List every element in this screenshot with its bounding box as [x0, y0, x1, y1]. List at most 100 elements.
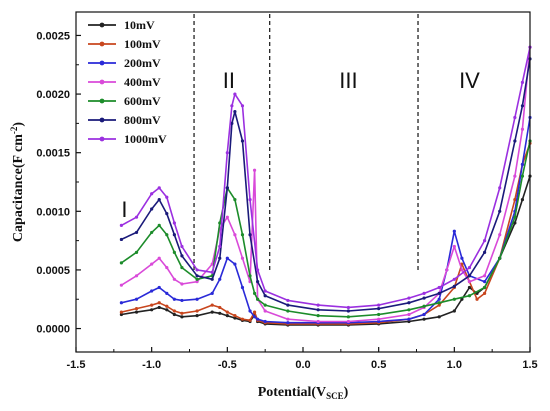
data-point [483, 285, 487, 290]
data-point [498, 233, 502, 237]
data-point [172, 297, 176, 301]
data-point [210, 291, 214, 295]
data-point [286, 321, 290, 325]
data-point [520, 127, 525, 131]
data-point [437, 297, 441, 301]
data-point [195, 268, 199, 272]
data-point [210, 277, 214, 281]
data-point [180, 315, 184, 319]
region-label: II [223, 68, 235, 93]
data-point [165, 304, 169, 308]
data-point [172, 221, 176, 225]
x-tick-label: -1.5 [67, 359, 86, 371]
data-point [230, 121, 234, 125]
legend-item: 800mV [88, 113, 161, 127]
legend-item: 1000mV [88, 132, 167, 146]
data-point [119, 310, 123, 314]
y-axis: 0.0000 0.0005 0.0010 0.0015 0.0020 0.0025 [36, 30, 81, 336]
data-point [422, 291, 426, 295]
legend-marker [99, 41, 105, 47]
data-point [225, 256, 229, 260]
data-point [467, 274, 472, 278]
data-point [233, 233, 237, 237]
data-point [407, 308, 411, 312]
series-200mV [119, 115, 532, 325]
data-point [150, 308, 154, 312]
series-line [121, 117, 531, 324]
data-point [377, 319, 381, 324]
data-point [252, 315, 257, 319]
data-point [513, 215, 517, 219]
data-point [483, 239, 487, 243]
data-point [483, 250, 487, 254]
legend-label: 400mV [124, 75, 161, 89]
region-label: III [339, 68, 357, 93]
data-point [195, 277, 199, 281]
y-tick-label: 0.0025 [36, 30, 70, 42]
data-point [248, 318, 252, 322]
data-point [483, 280, 487, 284]
data-point [157, 305, 161, 310]
data-point [218, 305, 222, 310]
x-tick-label: 1.5 [522, 359, 537, 371]
data-point [263, 294, 267, 298]
data-point [452, 309, 456, 313]
x-axis-title-main: Potential(V [258, 385, 326, 400]
x-axis-title-subscript: SCE [326, 391, 344, 401]
data-point [513, 221, 517, 225]
data-point [520, 80, 525, 84]
data-point [346, 309, 350, 313]
data-point [240, 104, 245, 108]
data-point [248, 197, 252, 202]
data-point [407, 319, 411, 324]
region-label: I [121, 197, 127, 222]
data-point [520, 162, 525, 167]
data-point [407, 317, 411, 321]
data-point [513, 115, 517, 120]
data-point [134, 250, 139, 254]
data-point [252, 291, 257, 295]
data-point [437, 285, 441, 290]
data-point [218, 244, 222, 249]
data-point [437, 301, 441, 305]
data-point [248, 274, 252, 278]
data-point [256, 317, 260, 321]
data-point [520, 104, 525, 108]
data-point [452, 244, 456, 249]
data-point [240, 317, 245, 321]
data-point [172, 277, 176, 281]
data-point [225, 310, 229, 314]
data-point [225, 215, 229, 219]
data-point [498, 256, 502, 260]
series-line [121, 175, 531, 326]
data-point [165, 265, 169, 270]
data-point [422, 317, 426, 321]
x-tick-label: 1.0 [447, 359, 462, 371]
data-point [520, 197, 525, 202]
data-point [150, 262, 154, 266]
data-point [467, 280, 472, 284]
data-point [172, 233, 176, 237]
data-point [150, 303, 154, 307]
series-10mV [119, 174, 532, 327]
y-tick-label: 0.0000 [36, 324, 70, 336]
legend-marker [99, 117, 105, 123]
legend-item: 100mV [88, 37, 161, 51]
data-point [195, 280, 199, 284]
data-point [165, 308, 169, 312]
data-point [316, 303, 320, 307]
data-point [286, 303, 290, 307]
series-1000mV [119, 45, 532, 310]
data-point [225, 151, 229, 155]
data-point [210, 303, 214, 307]
x-tick-label: 0.0 [295, 359, 310, 371]
legend-label: 100mV [124, 37, 161, 51]
data-point [180, 254, 184, 258]
data-point [377, 303, 381, 307]
data-point [377, 312, 381, 317]
data-point [346, 305, 350, 310]
data-point [316, 308, 320, 312]
series-100mV [119, 141, 532, 326]
legend-label: 200mV [124, 56, 161, 70]
